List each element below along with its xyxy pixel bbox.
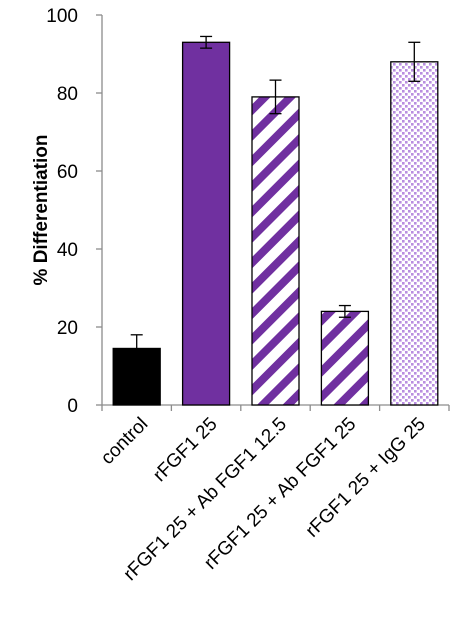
x-ticks xyxy=(101,405,450,411)
bar-rfgf1-25-igg-25 xyxy=(390,61,439,406)
y-ticks: 0 20 40 60 80 100 xyxy=(46,6,102,417)
y-tick-label: 80 xyxy=(57,84,78,105)
y-tick-label: 60 xyxy=(57,162,78,183)
error-bars xyxy=(130,35,421,363)
y-tick-label: 100 xyxy=(46,6,78,27)
y-tick-label: 40 xyxy=(57,240,78,261)
y-tick-label: 0 xyxy=(67,396,78,417)
category-label: rFGF1 25 + IgG 25 xyxy=(302,414,430,542)
bar-rfgf1-25-ab-fgf1-12-5 xyxy=(251,96,300,406)
bar-control xyxy=(112,347,161,406)
category-label: control xyxy=(97,414,152,469)
category-label: rFGF1 25 xyxy=(149,414,221,486)
bar-rfgf1-25 xyxy=(181,41,231,406)
y-axis-title: % Differentiation xyxy=(31,135,52,286)
y-tick-label: 20 xyxy=(57,318,78,339)
bars xyxy=(112,41,439,406)
bar-rfgf1-25-ab-fgf1-25 xyxy=(320,310,370,406)
